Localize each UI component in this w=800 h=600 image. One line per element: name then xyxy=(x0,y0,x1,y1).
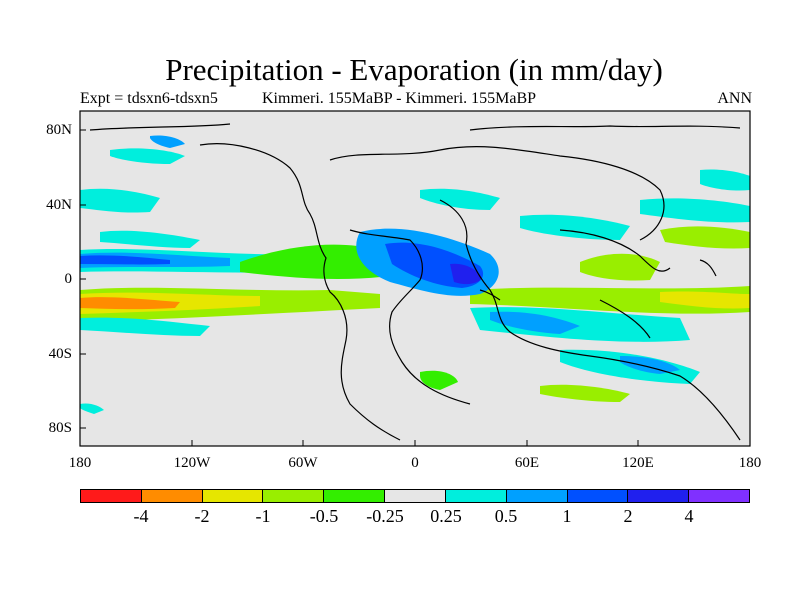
field-region xyxy=(580,253,660,281)
field-region xyxy=(620,356,680,374)
coastline xyxy=(89,123,231,131)
colorbar-label: -0.5 xyxy=(309,506,339,526)
field-region xyxy=(640,198,750,223)
colorbar-swatch xyxy=(324,490,386,502)
colorbar-label: 0.5 xyxy=(494,506,518,526)
field-region xyxy=(100,230,200,248)
colorbar-label: -1 xyxy=(255,506,271,526)
lon-label: 120W xyxy=(173,455,211,471)
field-region xyxy=(110,148,185,164)
coastline xyxy=(469,125,741,131)
lat-label: 80N xyxy=(46,122,72,138)
field-region xyxy=(700,169,750,191)
field-region xyxy=(80,188,160,213)
field-region xyxy=(80,317,210,336)
field-region xyxy=(660,291,750,309)
colorbar-label: -2 xyxy=(194,506,210,526)
field-region xyxy=(520,214,630,240)
colorbar-swatch xyxy=(628,490,690,502)
coastline xyxy=(349,229,471,405)
colorbar-swatch xyxy=(202,490,264,502)
colorbar-swatch xyxy=(506,490,568,502)
lat-label: 80S xyxy=(48,420,72,436)
colorbar-swatch xyxy=(81,490,142,502)
field-region xyxy=(150,135,185,148)
lat-label: 40S xyxy=(48,346,72,362)
field-region xyxy=(80,255,170,265)
lat-ticks xyxy=(80,129,86,429)
colorbar xyxy=(80,489,750,503)
colorbar-swatch xyxy=(263,490,325,502)
lat-label: 40N xyxy=(46,197,72,213)
field-region xyxy=(450,263,482,285)
coastline xyxy=(479,289,501,301)
coastline xyxy=(559,229,671,272)
colorbar-label: 1 xyxy=(562,506,572,526)
colorbar-swatch xyxy=(689,490,749,502)
lon-label: 60E xyxy=(514,455,540,471)
colorbar-label: 4 xyxy=(684,506,694,526)
colorbar-swatch xyxy=(445,490,507,502)
coastline xyxy=(699,259,717,277)
field-region xyxy=(420,370,458,390)
colorbar-swatch xyxy=(385,490,446,502)
season-label: ANN xyxy=(717,90,752,107)
colorbar-swatch xyxy=(141,490,203,502)
coastline xyxy=(329,146,665,241)
field-region xyxy=(420,188,500,210)
plot-title: Precipitation - Evaporation (in mm/day) xyxy=(165,52,663,87)
lon-label: 180 xyxy=(738,455,762,471)
colorbar-label: 2 xyxy=(623,506,633,526)
colorbar-label: 0.25 xyxy=(430,506,462,526)
lat-label: 0 xyxy=(64,271,73,287)
colorbar-swatch xyxy=(567,490,629,502)
coastline xyxy=(199,143,401,441)
lon-label: 120E xyxy=(622,455,654,471)
field-region xyxy=(660,226,750,249)
period-label: Kimmeri. 155MaBP - Kimmeri. 155MaBP xyxy=(262,90,537,107)
lon-label: 180 xyxy=(68,455,92,471)
field-region xyxy=(80,403,104,414)
coastline xyxy=(599,299,651,339)
coastline xyxy=(439,199,741,441)
lon-label: 60W xyxy=(288,455,318,471)
lon-label: 0 xyxy=(411,455,419,471)
lon-ticks xyxy=(79,440,751,446)
experiment-label: Expt = tdsxn6-tdsxn5 xyxy=(80,90,218,107)
colorbar-label: -0.25 xyxy=(366,506,404,526)
field-region xyxy=(80,297,180,310)
field-region xyxy=(240,244,390,279)
colorbar-label: -4 xyxy=(133,506,149,526)
coastlines xyxy=(89,123,741,441)
field-region xyxy=(540,384,630,402)
field-layer xyxy=(80,135,750,414)
field-region xyxy=(490,311,580,334)
